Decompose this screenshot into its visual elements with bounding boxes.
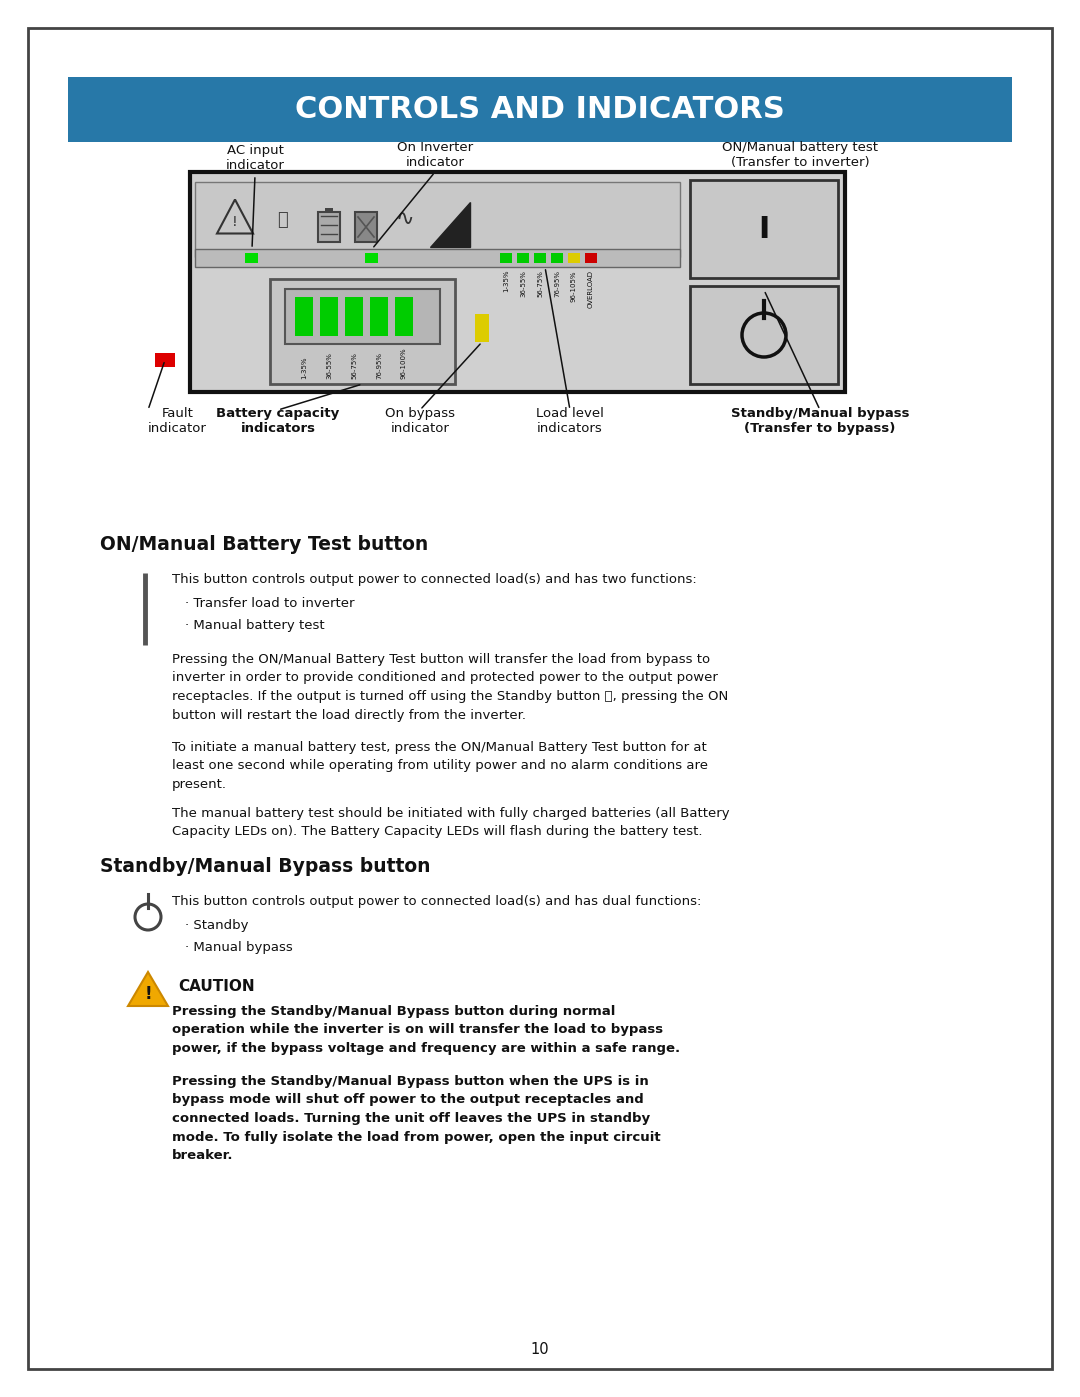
Text: The manual battery test should be initiated with fully charged batteries (all Ba: The manual battery test should be initia…: [172, 807, 730, 838]
FancyBboxPatch shape: [395, 298, 413, 337]
Text: 1-35%: 1-35%: [301, 356, 307, 379]
Text: 96-105%: 96-105%: [571, 270, 577, 302]
Text: This button controls output power to connected load(s) and has two functions:: This button controls output power to con…: [172, 573, 697, 585]
Text: OVERLOAD: OVERLOAD: [588, 270, 594, 307]
Text: I: I: [758, 215, 770, 243]
Polygon shape: [129, 972, 168, 1006]
Text: Standby/Manual Bypass button: Standby/Manual Bypass button: [100, 856, 431, 876]
FancyBboxPatch shape: [325, 208, 333, 212]
Text: 56-75%: 56-75%: [351, 352, 357, 379]
Text: !: !: [145, 985, 152, 1003]
Text: Load level
indicators: Load level indicators: [536, 407, 604, 434]
Text: !: !: [232, 215, 238, 229]
FancyBboxPatch shape: [534, 253, 546, 263]
Text: · Manual battery test: · Manual battery test: [185, 619, 325, 631]
Text: To initiate a manual battery test, press the ON/Manual Battery Test button for a: To initiate a manual battery test, press…: [172, 740, 708, 791]
Text: This button controls output power to connected load(s) and has dual functions:: This button controls output power to con…: [172, 895, 701, 908]
Text: · Transfer load to inverter: · Transfer load to inverter: [185, 597, 354, 610]
FancyBboxPatch shape: [585, 253, 597, 263]
FancyBboxPatch shape: [295, 298, 313, 337]
FancyBboxPatch shape: [365, 253, 378, 263]
Text: CONTROLS AND INDICATORS: CONTROLS AND INDICATORS: [295, 95, 785, 124]
Text: 96-100%: 96-100%: [401, 348, 407, 379]
FancyBboxPatch shape: [475, 314, 489, 342]
FancyBboxPatch shape: [285, 289, 440, 344]
Text: 10: 10: [530, 1341, 550, 1356]
Text: On Inverter
indicator: On Inverter indicator: [397, 141, 473, 169]
Text: Pressing the ON/Manual Battery Test button will transfer the load from bypass to: Pressing the ON/Manual Battery Test butt…: [172, 652, 728, 721]
Text: AC input
indicator: AC input indicator: [226, 144, 284, 172]
Text: 1-35%: 1-35%: [503, 270, 509, 292]
Text: ∿: ∿: [395, 210, 415, 229]
Text: ON/Manual Battery Test button: ON/Manual Battery Test button: [100, 535, 429, 555]
FancyBboxPatch shape: [551, 253, 563, 263]
Text: CAUTION: CAUTION: [178, 979, 255, 995]
Text: ON/Manual battery test
(Transfer to inverter): ON/Manual battery test (Transfer to inve…: [723, 141, 878, 169]
FancyBboxPatch shape: [195, 249, 680, 267]
FancyBboxPatch shape: [568, 253, 580, 263]
FancyBboxPatch shape: [156, 353, 175, 367]
Text: · Standby: · Standby: [185, 919, 248, 932]
Text: 56-75%: 56-75%: [537, 270, 543, 298]
FancyBboxPatch shape: [318, 212, 340, 242]
FancyBboxPatch shape: [355, 212, 377, 242]
Polygon shape: [430, 203, 470, 247]
FancyBboxPatch shape: [690, 286, 838, 384]
Text: 36-55%: 36-55%: [519, 270, 526, 298]
FancyBboxPatch shape: [190, 172, 845, 393]
Text: On bypass
indicator: On bypass indicator: [384, 407, 455, 434]
FancyBboxPatch shape: [690, 180, 838, 278]
Text: Pressing the Standby/Manual Bypass button during normal
operation while the inve: Pressing the Standby/Manual Bypass butto…: [172, 1004, 680, 1055]
FancyBboxPatch shape: [28, 28, 1052, 1369]
FancyBboxPatch shape: [320, 298, 338, 337]
FancyBboxPatch shape: [68, 77, 1012, 142]
Text: Fault
indicator: Fault indicator: [148, 407, 207, 434]
FancyBboxPatch shape: [500, 253, 512, 263]
FancyBboxPatch shape: [370, 298, 388, 337]
FancyBboxPatch shape: [517, 253, 529, 263]
Text: 76-95%: 76-95%: [376, 352, 382, 379]
FancyBboxPatch shape: [270, 279, 455, 384]
Text: Standby/Manual bypass
(Transfer to bypass): Standby/Manual bypass (Transfer to bypas…: [731, 407, 909, 434]
Text: 76-95%: 76-95%: [554, 270, 561, 298]
Text: · Manual bypass: · Manual bypass: [185, 942, 293, 954]
Text: 36-55%: 36-55%: [326, 352, 332, 379]
FancyBboxPatch shape: [195, 182, 680, 257]
FancyBboxPatch shape: [345, 298, 363, 337]
FancyBboxPatch shape: [245, 253, 258, 263]
Text: Battery capacity
indicators: Battery capacity indicators: [216, 407, 339, 434]
Text: Pressing the Standby/Manual Bypass button when the UPS is in
bypass mode will sh: Pressing the Standby/Manual Bypass butto…: [172, 1076, 661, 1162]
Text: ⛓: ⛓: [276, 211, 287, 229]
